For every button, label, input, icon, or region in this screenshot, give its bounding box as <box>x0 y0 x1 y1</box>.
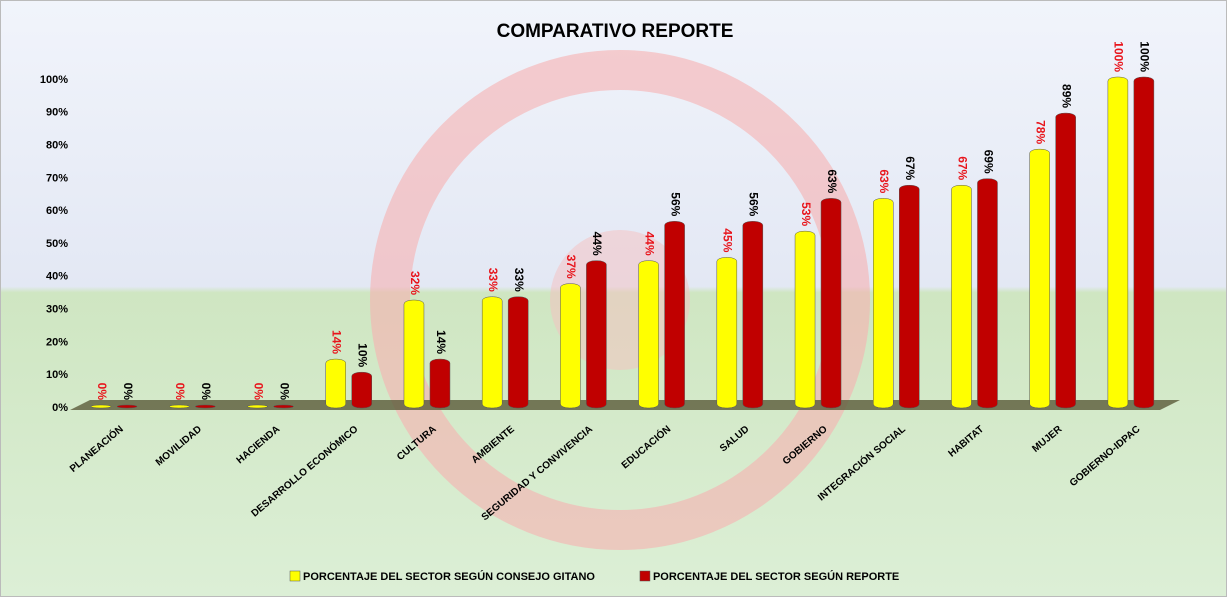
data-label: 32% <box>408 271 422 295</box>
bar <box>430 359 450 408</box>
data-label: 37% <box>564 255 578 279</box>
page: COMPARATIVO REPORTE 0% 10% 20% 30% 40% 50% 60%… <box>0 0 1227 597</box>
bar <box>717 257 737 408</box>
data-label: 0% <box>199 383 213 401</box>
bar <box>274 405 294 408</box>
bar <box>1108 77 1128 408</box>
legend-label: PORCENTAJE DEL SECTOR SEGÚN REPORTE <box>653 570 899 583</box>
floor <box>70 400 1180 410</box>
data-label: 56% <box>747 192 761 216</box>
data-label: 78% <box>1034 120 1048 144</box>
data-label: 0% <box>251 383 265 401</box>
chart-title: COMPARATIVO REPORTE <box>497 21 734 42</box>
data-label: 67% <box>955 156 969 180</box>
y-tick-label: 80% <box>46 140 68 152</box>
y-tick-label: 90% <box>46 107 68 119</box>
legend-swatch <box>290 571 300 581</box>
bar <box>977 179 997 408</box>
bar <box>248 405 268 408</box>
y-tick-label: 10% <box>46 369 68 381</box>
data-label: 14% <box>330 330 344 354</box>
data-label: 45% <box>721 228 735 252</box>
bar <box>586 261 606 408</box>
data-label: 53% <box>799 202 813 226</box>
bar <box>1134 77 1154 408</box>
data-label: 44% <box>642 232 656 256</box>
bar <box>195 405 215 408</box>
y-tick-label: 30% <box>46 304 68 316</box>
data-label: 69% <box>981 150 995 174</box>
data-label: 100% <box>1112 41 1126 72</box>
bar <box>508 297 528 408</box>
data-label: 0% <box>121 383 135 401</box>
bar <box>352 372 372 408</box>
bar <box>951 185 971 408</box>
bar <box>1056 113 1076 408</box>
bar <box>821 198 841 408</box>
bar <box>169 405 189 408</box>
chart: COMPARATIVO REPORTE 0% 10% 20% 30% 40% 50% 60%… <box>0 0 1227 597</box>
data-label: 100% <box>1138 41 1152 72</box>
bar <box>665 221 685 408</box>
data-label: 89% <box>1060 84 1074 108</box>
data-label: 33% <box>512 268 526 292</box>
bar <box>743 221 763 408</box>
bar <box>795 231 815 408</box>
legend-label: PORCENTAJE DEL SECTOR SEGÚN CONSEJO GITA… <box>303 570 595 583</box>
y-tick-label: 70% <box>46 172 68 184</box>
bar <box>326 359 346 408</box>
bar <box>560 284 580 408</box>
data-label: 56% <box>668 192 682 216</box>
data-label: 0% <box>95 383 109 401</box>
y-tick-label: 100% <box>40 74 68 86</box>
bar <box>639 261 659 408</box>
y-tick-label: 40% <box>46 271 68 283</box>
bar <box>873 198 893 408</box>
data-label: 0% <box>277 383 291 401</box>
data-label: 44% <box>590 232 604 256</box>
bar <box>404 300 424 408</box>
data-label: 0% <box>173 383 187 401</box>
bar <box>899 185 919 408</box>
data-label: 33% <box>486 268 500 292</box>
bar <box>91 405 111 408</box>
data-label: 67% <box>903 156 917 180</box>
data-label: 14% <box>434 330 448 354</box>
legend-swatch <box>640 571 650 581</box>
bar <box>482 297 502 408</box>
bar <box>1030 149 1050 408</box>
y-tick-label: 50% <box>46 238 68 250</box>
bar <box>117 405 137 408</box>
y-tick-label: 20% <box>46 336 68 348</box>
y-tick-label: 60% <box>46 205 68 217</box>
y-tick-label: 0% <box>52 402 68 414</box>
data-label: 63% <box>825 169 839 193</box>
data-label: 63% <box>877 169 891 193</box>
data-label: 10% <box>356 343 370 367</box>
